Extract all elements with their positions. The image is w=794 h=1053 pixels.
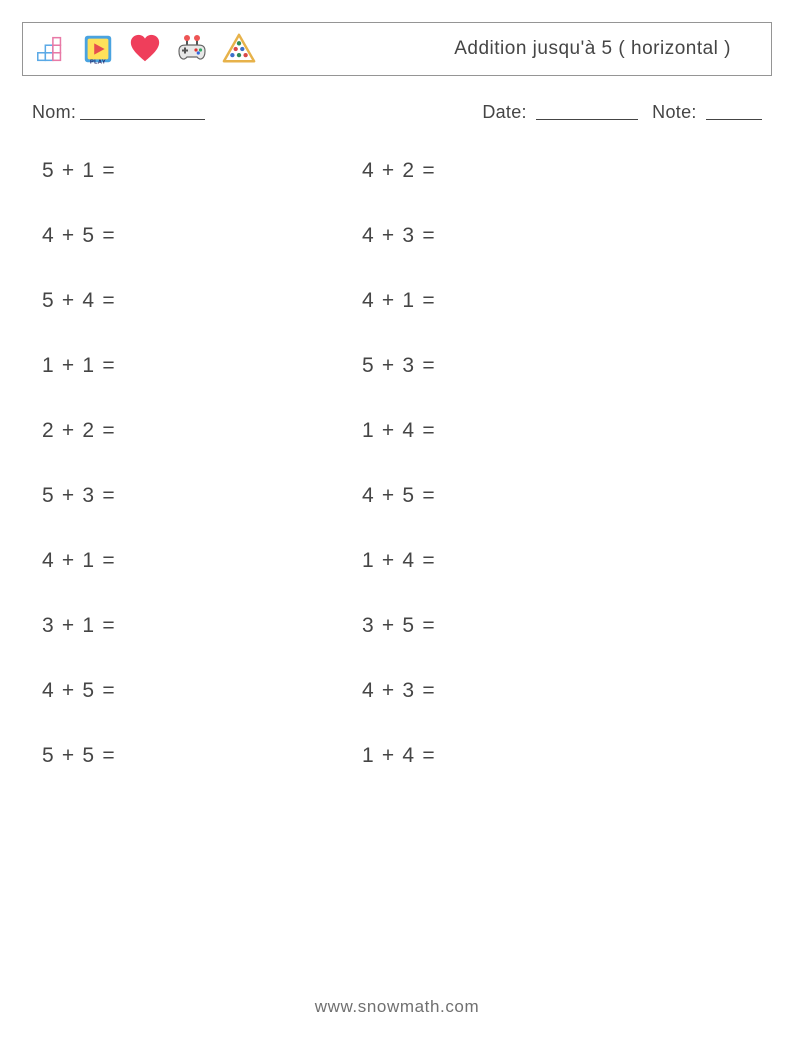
problem-cell: 4 + 5 = bbox=[42, 679, 362, 703]
problem-cell: 1 + 1 = bbox=[42, 354, 362, 378]
name-field: Nom: bbox=[32, 100, 205, 123]
problem-cell: 5 + 3 = bbox=[42, 484, 362, 508]
problem-row: 5 + 1 = 4 + 2 = bbox=[42, 159, 772, 183]
problem-cell: 1 + 4 = bbox=[362, 744, 682, 768]
problem-cell: 4 + 3 = bbox=[362, 224, 682, 248]
problem-cell: 4 + 5 = bbox=[362, 484, 682, 508]
problem-row: 5 + 5 = 1 + 4 = bbox=[42, 744, 772, 768]
problem-row: 4 + 1 = 1 + 4 = bbox=[42, 549, 772, 573]
problem-row: 2 + 2 = 1 + 4 = bbox=[42, 419, 772, 443]
play-icon: PLAY bbox=[80, 31, 116, 67]
problem-cell: 3 + 5 = bbox=[362, 614, 682, 638]
date-label: Date: bbox=[482, 102, 527, 122]
header-icons: PLAY bbox=[33, 31, 257, 67]
triangle-balls-icon bbox=[221, 31, 257, 67]
svg-text:PLAY: PLAY bbox=[90, 59, 106, 65]
problem-cell: 1 + 4 = bbox=[362, 419, 682, 443]
note-label: Note: bbox=[652, 102, 697, 122]
date-blank[interactable] bbox=[536, 102, 638, 120]
problem-row: 4 + 5 = 4 + 3 = bbox=[42, 679, 772, 703]
problem-cell: 5 + 4 = bbox=[42, 289, 362, 313]
worksheet-title: Addition jusqu'à 5 ( horizontal ) bbox=[454, 38, 751, 60]
name-label: Nom: bbox=[32, 102, 76, 123]
problem-cell: 1 + 4 = bbox=[362, 549, 682, 573]
problem-cell: 4 + 5 = bbox=[42, 224, 362, 248]
problem-cell: 4 + 1 = bbox=[42, 549, 362, 573]
problem-row: 5 + 4 = 4 + 1 = bbox=[42, 289, 772, 313]
note-field: Note: bbox=[652, 100, 762, 123]
problem-cell: 3 + 1 = bbox=[42, 614, 362, 638]
problem-row: 5 + 3 = 4 + 5 = bbox=[42, 484, 772, 508]
problem-row: 1 + 1 = 5 + 3 = bbox=[42, 354, 772, 378]
gamepad-icon bbox=[174, 31, 210, 67]
note-blank[interactable] bbox=[706, 102, 762, 120]
heart-icon bbox=[127, 31, 163, 67]
date-field: Date: bbox=[482, 100, 638, 123]
problem-cell: 5 + 3 = bbox=[362, 354, 682, 378]
problem-cell: 4 + 1 = bbox=[362, 289, 682, 313]
problem-cell: 2 + 2 = bbox=[42, 419, 362, 443]
footer-url: www.snowmath.com bbox=[0, 997, 794, 1017]
tetris-icon bbox=[33, 31, 69, 67]
problem-cell: 5 + 5 = bbox=[42, 744, 362, 768]
problem-cell: 5 + 1 = bbox=[42, 159, 362, 183]
problem-cell: 4 + 3 = bbox=[362, 679, 682, 703]
header-box: PLAY bbox=[22, 22, 772, 76]
problems-grid: 5 + 1 = 4 + 2 = 4 + 5 = 4 + 3 = 5 + 4 = … bbox=[22, 159, 772, 768]
problem-cell: 4 + 2 = bbox=[362, 159, 682, 183]
name-blank[interactable] bbox=[80, 102, 205, 120]
problem-row: 4 + 5 = 4 + 3 = bbox=[42, 224, 772, 248]
meta-row: Nom: Date: Note: bbox=[22, 100, 772, 123]
worksheet-page: PLAY bbox=[0, 0, 794, 1053]
problem-row: 3 + 1 = 3 + 5 = bbox=[42, 614, 772, 638]
